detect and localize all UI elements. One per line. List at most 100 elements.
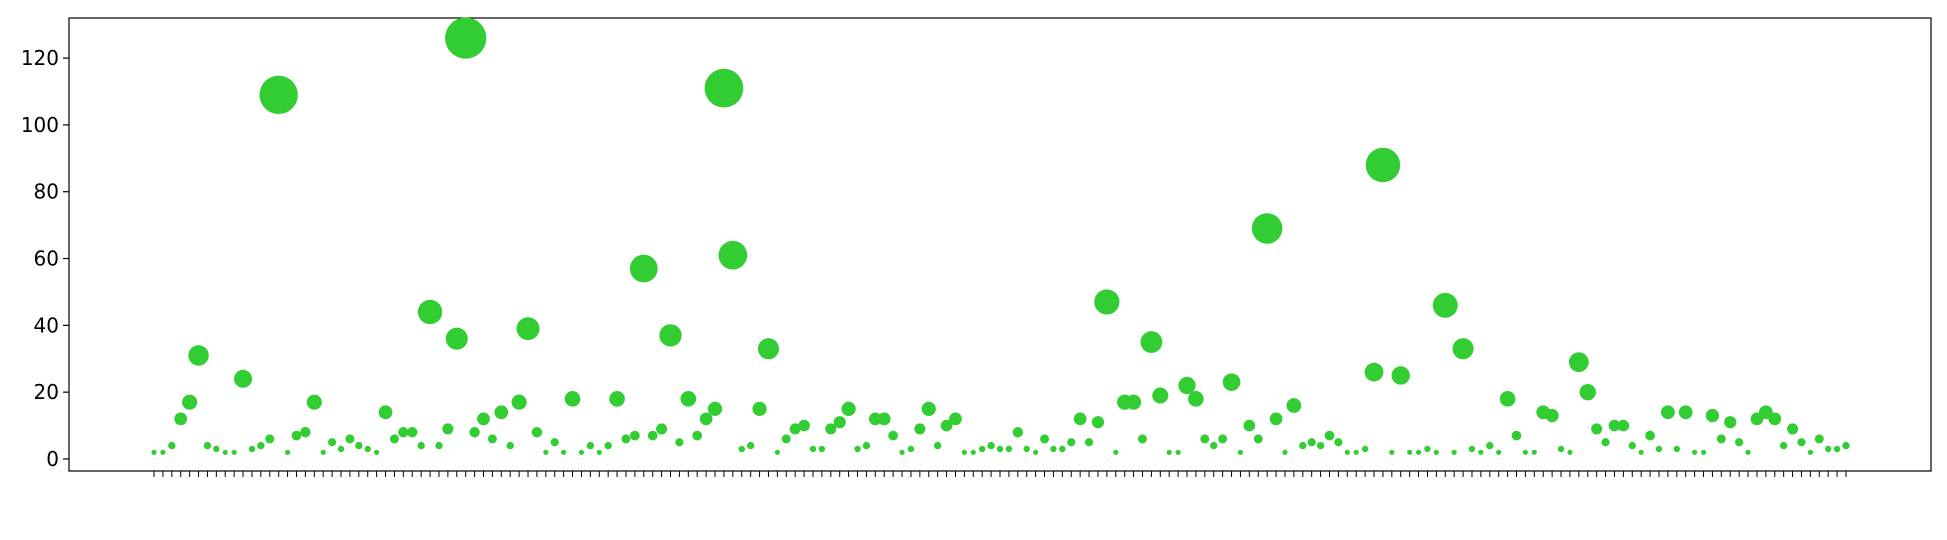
data-point (151, 449, 157, 455)
data-point (550, 438, 559, 447)
data-point (899, 449, 905, 455)
data-point (417, 299, 443, 325)
data-point (1364, 362, 1384, 382)
data-point (841, 401, 856, 416)
data-point (364, 445, 371, 453)
data-point (1833, 445, 1841, 453)
data-point (1601, 438, 1610, 447)
data-point (417, 441, 425, 450)
data-point (818, 445, 826, 453)
data-point (675, 438, 684, 447)
data-point (487, 434, 497, 444)
data-point (1452, 338, 1474, 360)
data-point (1091, 416, 1105, 429)
data-point (1269, 412, 1283, 426)
data-point (961, 449, 967, 455)
data-point (1140, 331, 1163, 353)
y-tick-label: 40 (34, 313, 59, 337)
data-point (516, 317, 540, 341)
data-point (809, 445, 817, 453)
data-point (389, 434, 399, 444)
data-point (1700, 449, 1707, 455)
data-point (1692, 449, 1698, 455)
data-point (1005, 445, 1013, 453)
data-point (1705, 408, 1720, 423)
data-point (1210, 441, 1218, 450)
data-point (647, 430, 658, 441)
data-point (987, 441, 995, 450)
data-point (511, 394, 527, 410)
data-point (248, 445, 256, 453)
data-point (888, 430, 898, 441)
data-point (1361, 445, 1369, 453)
data-point (1286, 398, 1302, 413)
data-point (1353, 449, 1359, 455)
data-point (291, 430, 302, 441)
data-point (738, 445, 745, 453)
data-point (914, 423, 926, 435)
data-point (564, 391, 581, 407)
data-point (578, 449, 585, 455)
data-point (561, 449, 567, 455)
data-point (1814, 434, 1824, 444)
data-point (1389, 449, 1395, 455)
data-point (1797, 438, 1806, 447)
data-point (1673, 445, 1680, 453)
data-point (300, 427, 311, 438)
data-point (1499, 391, 1516, 407)
data-point (1531, 449, 1537, 455)
data-point (1365, 147, 1401, 183)
data-point (442, 423, 454, 435)
data-point (604, 441, 612, 450)
data-point (320, 449, 326, 455)
data-point (996, 445, 1004, 453)
data-point (378, 405, 393, 420)
data-point (1415, 449, 1422, 455)
data-point (1344, 449, 1350, 455)
data-point (543, 449, 549, 455)
data-point (1023, 445, 1030, 453)
data-point (1496, 449, 1502, 455)
data-point (1591, 423, 1603, 435)
data-point (659, 324, 682, 347)
data-point (746, 441, 755, 450)
data-point (306, 394, 322, 410)
data-point (877, 412, 891, 426)
data-point (1511, 430, 1522, 441)
data-point (1084, 438, 1094, 447)
data-point (1638, 449, 1644, 455)
data-point (445, 17, 487, 59)
data-point (1522, 449, 1529, 455)
data-point (1432, 292, 1458, 318)
data-point (469, 427, 480, 438)
data-point (798, 419, 810, 432)
y-tick-label: 80 (34, 180, 59, 204)
data-point (1282, 449, 1288, 455)
data-point (596, 449, 602, 455)
data-point (1137, 434, 1147, 444)
data-point (1678, 405, 1693, 420)
data-point (1478, 449, 1484, 455)
data-point (949, 412, 962, 426)
data-point (1567, 449, 1573, 455)
data-point (1243, 419, 1256, 432)
data-point (1568, 352, 1589, 372)
x-axis (153, 471, 1847, 477)
data-point (1237, 449, 1244, 455)
data-point (1628, 441, 1636, 450)
data-point (921, 401, 936, 416)
data-point (704, 68, 744, 108)
data-point (1433, 449, 1439, 455)
y-tick-label: 60 (34, 247, 59, 271)
data-point (337, 445, 345, 453)
data-point (1012, 427, 1024, 438)
y-tick-label: 120 (21, 46, 59, 70)
data-point (907, 445, 915, 453)
data-point (203, 441, 212, 450)
data-point (435, 441, 443, 450)
data-point (1424, 445, 1431, 453)
y-tick-label: 0 (46, 447, 59, 471)
data-point (168, 441, 176, 450)
data-point (1655, 445, 1663, 453)
